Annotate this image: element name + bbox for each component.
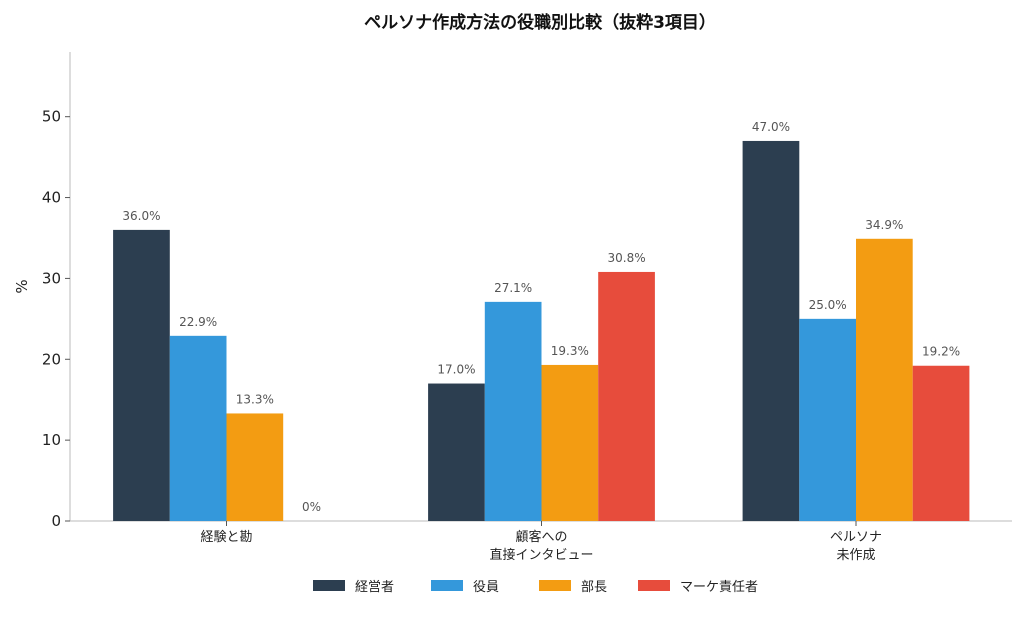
data-label: 19.2% xyxy=(922,345,960,359)
y-tick-label: 20 xyxy=(42,350,61,368)
data-label: 19.3% xyxy=(551,344,589,358)
bar xyxy=(598,271,655,521)
bar xyxy=(428,383,485,521)
x-tick-label: ペルソナ xyxy=(830,530,882,545)
legend-swatch xyxy=(539,580,571,591)
y-tick-label: 40 xyxy=(42,189,61,207)
legend-label: 部長 xyxy=(581,580,607,595)
data-label: 47.0% xyxy=(752,120,790,134)
legend-label: 経営者 xyxy=(355,580,394,595)
data-label: 17.0% xyxy=(437,363,475,377)
bar xyxy=(113,229,170,521)
bar xyxy=(226,413,284,521)
x-tick-label: 経験と勘 xyxy=(200,530,252,545)
data-label: 0% xyxy=(302,500,321,514)
y-tick-label: 50 xyxy=(42,108,61,126)
bar xyxy=(742,140,800,521)
y-tick-label: 10 xyxy=(42,431,61,449)
bar xyxy=(169,335,227,521)
y-tick-label: 0 xyxy=(51,512,61,530)
chart-title: ペルソナ作成方法の役職別比較（抜粋3項目） xyxy=(364,12,716,33)
bar xyxy=(856,238,913,521)
x-tick-label: 直接インタビュー xyxy=(489,547,593,563)
x-tick-label: 未作成 xyxy=(836,548,875,563)
data-label: 30.8% xyxy=(607,251,645,265)
legend-label: 役員 xyxy=(473,580,499,595)
bar xyxy=(912,365,970,521)
y-axis-label: % xyxy=(13,279,31,293)
legend-swatch xyxy=(313,580,345,591)
bar xyxy=(484,301,542,521)
data-label: 34.9% xyxy=(865,218,903,232)
data-label: 13.3% xyxy=(236,392,274,406)
bar xyxy=(799,318,856,521)
legend-label: マーケ責任者 xyxy=(680,580,758,595)
legend-swatch xyxy=(431,580,463,591)
bar xyxy=(541,364,599,521)
legend-swatch xyxy=(638,580,670,591)
data-label: 25.0% xyxy=(809,298,847,312)
data-label: 27.1% xyxy=(494,281,532,295)
y-tick-label: 30 xyxy=(42,269,61,287)
x-tick-label: 顧客への xyxy=(515,529,567,545)
data-label: 36.0% xyxy=(122,209,160,223)
data-label: 22.9% xyxy=(179,315,217,329)
